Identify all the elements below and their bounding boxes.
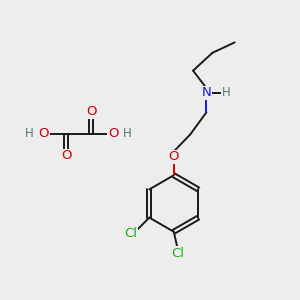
Text: O: O — [108, 127, 119, 140]
Text: O: O — [169, 150, 179, 163]
Text: O: O — [61, 149, 71, 162]
Text: O: O — [86, 105, 96, 118]
Text: H: H — [221, 86, 230, 99]
Text: O: O — [39, 127, 49, 140]
Text: H: H — [25, 127, 34, 140]
Text: Cl: Cl — [171, 247, 184, 260]
Text: Cl: Cl — [124, 227, 137, 241]
Text: H: H — [123, 127, 132, 140]
Text: N: N — [202, 86, 211, 99]
